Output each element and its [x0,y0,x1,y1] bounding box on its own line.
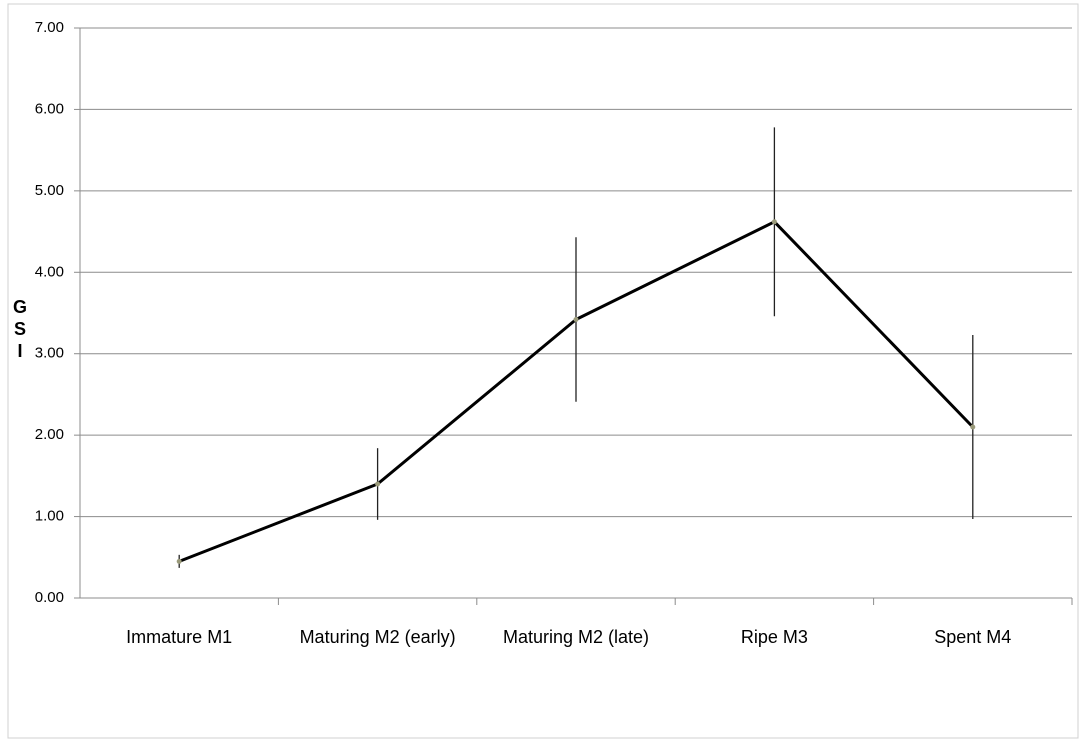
x-tick-label: Immature M1 [126,627,232,647]
y-tick-label: 2.00 [35,426,64,443]
point-marker [176,558,182,564]
chart-frame [7,3,1079,739]
y-tick-label: 5.00 [35,182,64,199]
y-axis-label-letter: G [13,297,27,317]
x-tick-label: Maturing M2 (late) [503,627,649,647]
point-marker [970,424,976,430]
x-tick-label: Spent M4 [934,627,1011,647]
x-tick-label: Maturing M2 (early) [300,627,456,647]
x-tick-label: Ripe M3 [741,627,808,647]
point-marker [375,481,381,487]
y-axis-label-letter: I [17,341,22,361]
y-tick-label: 3.00 [35,345,64,362]
y-tick-label: 7.00 [35,19,64,36]
point-marker [771,219,777,225]
y-tick-label: 6.00 [35,100,64,117]
point-marker [573,317,579,323]
y-tick-label: 0.00 [35,589,64,606]
y-axis-label-letter: S [14,319,26,339]
y-tick-label: 1.00 [35,508,64,525]
y-tick-label: 4.00 [35,263,64,280]
